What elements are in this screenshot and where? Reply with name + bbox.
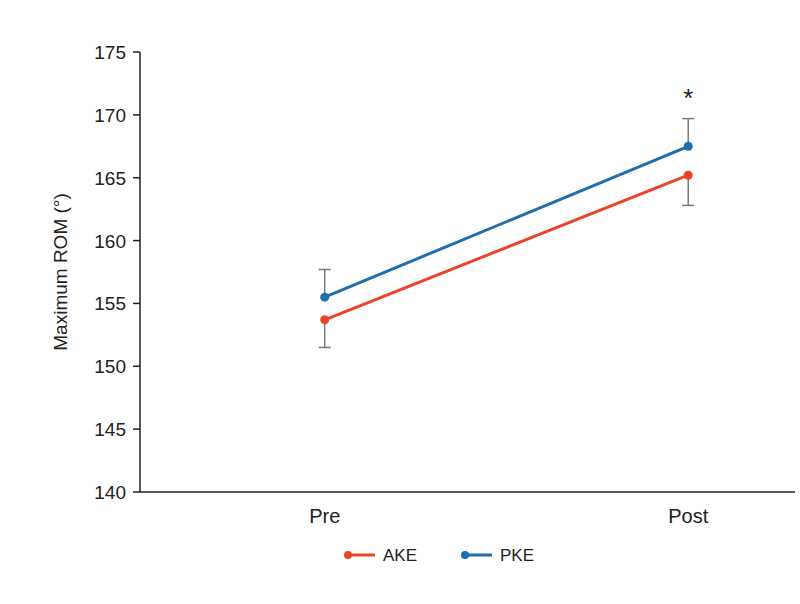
y-tick	[133, 177, 140, 179]
y-tick-label: 175	[94, 42, 126, 63]
series-line	[325, 146, 689, 297]
y-axis	[139, 52, 141, 492]
y-axis-label: Maximum ROM (°)	[50, 193, 71, 350]
error-cap	[682, 118, 694, 120]
series-line	[325, 175, 689, 320]
point	[320, 293, 329, 302]
point	[684, 171, 693, 180]
error-cap	[682, 205, 694, 207]
y-tick	[133, 366, 140, 368]
y-tick-label: 155	[94, 293, 126, 314]
x-tick-label: Post	[668, 505, 708, 527]
y-tick	[133, 428, 140, 430]
y-tick-label: 160	[94, 231, 126, 252]
y-tick	[133, 491, 140, 493]
error-bar	[687, 175, 689, 205]
y-tick-label: 150	[94, 356, 126, 377]
x-tick-label: Pre	[309, 505, 340, 527]
y-tick-label: 165	[94, 168, 126, 189]
point	[684, 142, 693, 151]
y-tick	[133, 240, 140, 242]
y-tick-label: 170	[94, 105, 126, 126]
error-cap	[319, 269, 331, 271]
y-tick-label: 140	[94, 482, 126, 503]
y-tick-label: 145	[94, 419, 126, 440]
plot-area	[319, 119, 695, 348]
y-tick	[133, 303, 140, 305]
legend-label: PKE	[500, 546, 534, 565]
chart: 140 145 150 155 160 165 170 175 Maximum ROM (°) P…	[0, 0, 800, 604]
annotation: *	[683, 83, 693, 113]
legend-marker	[344, 551, 352, 559]
legend-marker	[461, 551, 469, 559]
error-cap	[319, 347, 331, 349]
x-axis	[140, 491, 795, 493]
y-tick	[133, 114, 140, 116]
y-tick	[133, 51, 140, 53]
point	[320, 315, 329, 324]
legend-label: AKE	[383, 546, 417, 565]
